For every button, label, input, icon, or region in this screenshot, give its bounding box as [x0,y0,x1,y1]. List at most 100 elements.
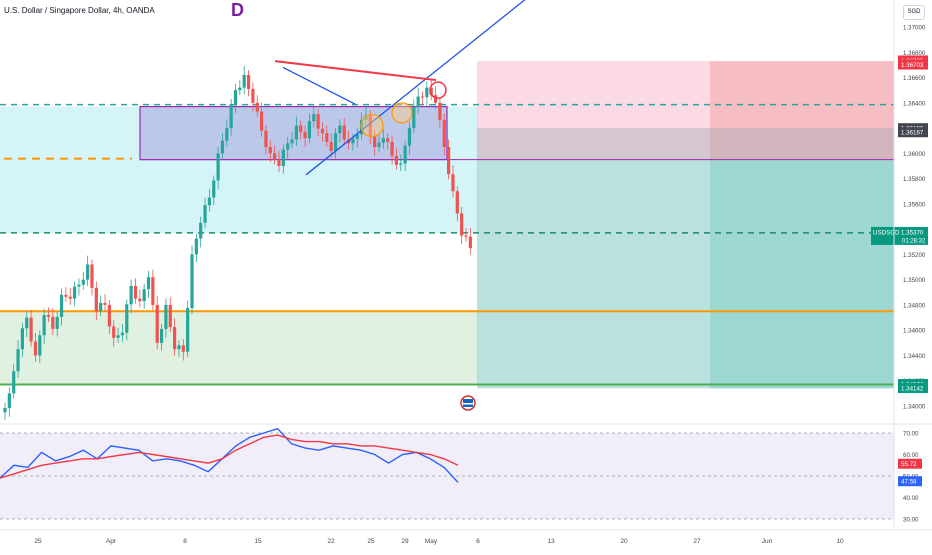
candle-body [364,115,368,120]
candle-body [325,133,329,142]
candle-body [281,149,285,166]
candle-body [103,303,107,305]
candle-body [133,285,138,299]
candle-body [225,128,229,141]
time-tick-label: 20 [620,538,628,545]
price-label-text: 1.36167 [901,130,924,137]
rsi-tick-label: 70.00 [903,431,919,438]
time-tick-label: 10 [836,538,844,545]
price-tick-label: 1.37000 [903,25,926,32]
time-tick-label: 29 [401,538,409,545]
candle-body [173,327,177,350]
candle-body [412,107,416,129]
candle-body [155,304,159,343]
descending-trendline [282,66,356,105]
candle-body [394,155,399,165]
candle-body [399,163,403,165]
candle-body [129,285,133,305]
candle-body [273,153,277,160]
candle-body [316,114,320,129]
candle-body [51,316,55,329]
candle-body [68,296,72,299]
candle-body [342,125,346,140]
candle-body [151,277,155,305]
cyan-zone [0,106,478,233]
candle-body [77,284,81,287]
candle-body [307,121,312,139]
stop-zone-inner [710,61,894,160]
overlap-zone [477,128,894,160]
candle-body [451,174,455,192]
rsi-tick-label: 30.00 [903,517,919,524]
candle-body [212,180,216,198]
rsi-value-badge [898,458,922,469]
candle-body [186,308,190,352]
candle-body [116,335,120,338]
candle-body [29,317,33,342]
candle-body [460,213,464,236]
breakout-circle [391,102,413,124]
resistance-trendline [274,60,437,82]
candle-body [25,317,29,329]
candle-body [16,349,20,372]
candle-body [120,332,125,336]
rsi-tick-label: 60.00 [903,452,919,459]
candle-body [33,341,38,356]
candle-body [264,130,268,148]
time-tick-label: 25 [34,538,42,545]
candle-body [377,142,381,148]
candles-group [3,66,472,420]
rsi-value-text: 55.72 [901,461,917,468]
candle-body [368,115,372,137]
candle-body [329,141,333,151]
candle-body [46,315,51,317]
candle-body [194,238,198,255]
rsi-signal-line [0,434,459,479]
event-flag-icon [463,403,473,405]
time-tick-label: May [425,538,438,545]
candle-body [177,345,181,350]
price-label-text: 1.36703 [901,62,924,69]
current-price-symbol: USDSGD [873,229,900,236]
price-tick-label: 1.35000 [903,277,926,284]
candle-body [416,96,420,108]
candle-body [142,289,146,302]
time-tick-label: 8 [183,538,187,545]
candle-body [164,304,168,329]
price-label-text: 1.34142 [901,386,924,393]
candle-body [277,159,281,166]
candle-body [55,316,59,329]
currency-badge[interactable]: SGD [903,5,925,20]
current-price-badge [871,226,928,245]
candle-body [268,147,272,154]
candle-body [64,294,68,297]
candle-body [429,87,433,96]
candle-body [229,104,233,129]
price-tick-label: 1.34800 [903,302,926,309]
candle-body [159,328,164,343]
candle-body [90,264,94,288]
time-tick-label: 6 [476,538,480,545]
candle-body [455,191,459,214]
price-tick-label: 1.36000 [903,151,926,158]
candle-body [303,131,307,139]
stop-zone [477,61,894,160]
price-label-badge [898,383,928,394]
candle-body [181,345,185,352]
candle-body [233,90,238,105]
candle-body [138,298,142,302]
candle-body [146,277,151,290]
candle-body [294,125,298,140]
candle-body [107,304,111,327]
candle-body [190,254,194,309]
candle-body [238,87,242,91]
candle-body [207,197,212,206]
target-zone [477,159,894,389]
price-tick-label: 1.35600 [903,201,926,208]
time-tick-label: 27 [693,538,701,545]
consolidation-box [139,105,448,161]
time-tick-label: Apr [106,538,117,545]
candle-body [59,294,64,317]
